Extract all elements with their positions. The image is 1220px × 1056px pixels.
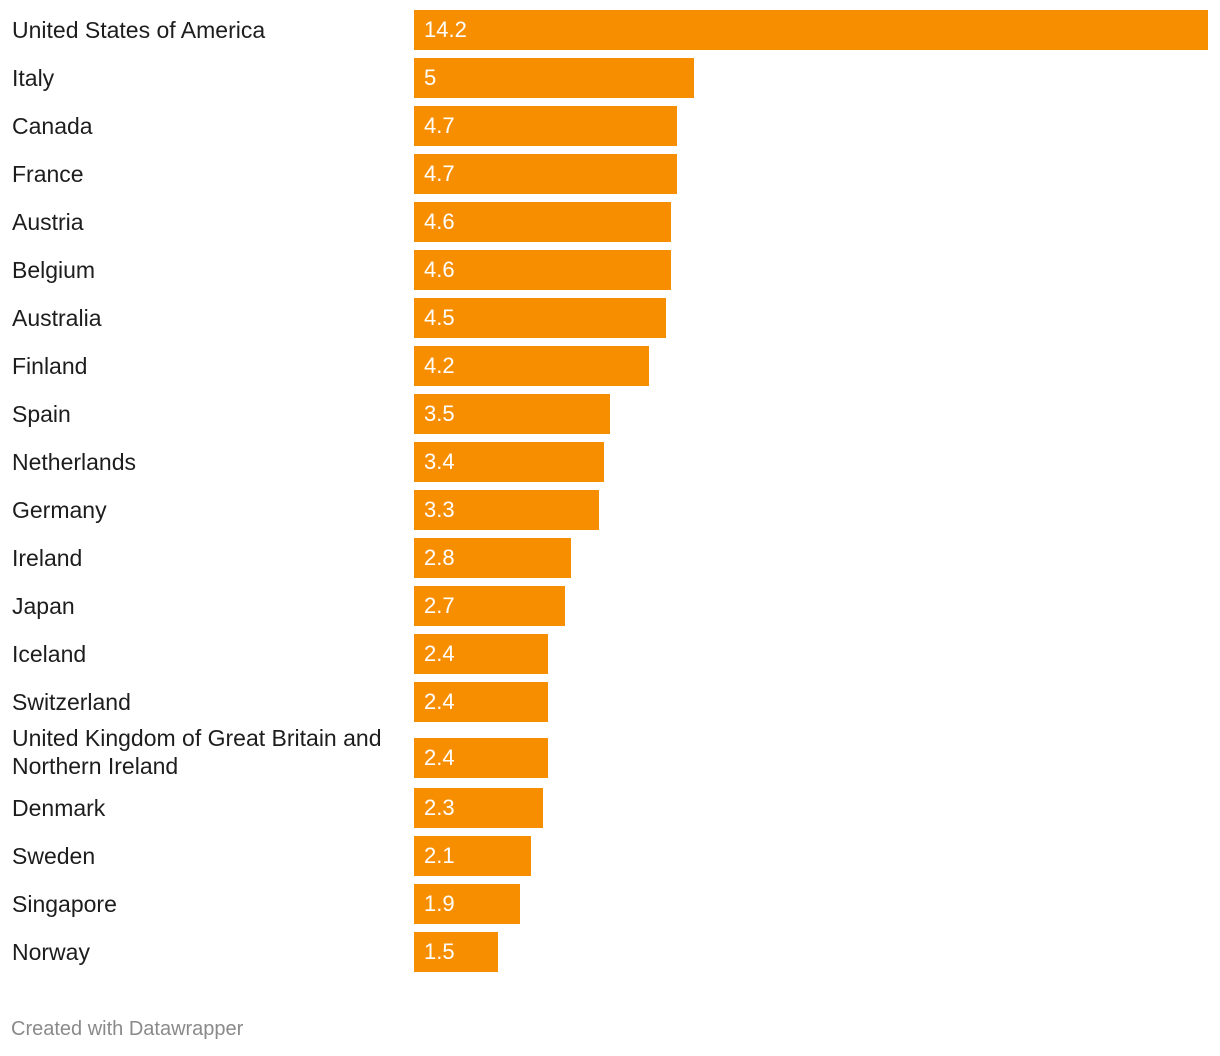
bar [414,682,549,722]
category-label: Austria [12,209,84,235]
bar-value-label: 4.2 [424,353,455,378]
credit-footer: Created with Datawrapper [11,1018,244,1040]
category-label: Finland [12,353,88,379]
bar [414,836,532,876]
category-label: Spain [12,401,71,427]
category-label: Sweden [12,843,96,869]
bar-value-label: 2.7 [424,593,455,618]
bar [414,250,672,290]
bar [414,586,565,626]
bar-value-label: 1.9 [424,891,455,916]
category-label: United Kingdom of Great Britain and Nort… [12,725,382,779]
category-label: Switzerland [12,689,131,715]
bar-chart: United States of America 14.2 Italy 5 Canada… [12,10,1208,972]
bar [414,932,498,972]
category-label: France [12,161,84,187]
category-label: Japan [12,593,75,619]
bar-value-label: 3.5 [424,401,455,426]
category-label: Denmark [12,795,106,821]
bar [414,298,666,338]
bar-value-label: 4.7 [424,161,455,186]
bar [414,442,605,482]
bar-value-label: 2.8 [424,545,455,570]
category-label: Iceland [12,641,87,667]
bar [414,884,521,924]
bar-value-label: 1.5 [424,939,455,964]
bar [414,394,610,434]
category-label: Italy [12,65,55,91]
category-label: Germany [12,497,107,523]
category-label: Netherlands [12,449,137,475]
category-label: Australia [12,305,102,331]
bar-value-label: 4.6 [424,209,455,234]
bar-value-label: 4.7 [424,113,455,138]
bar-value-label: 4.5 [424,305,455,330]
bar [414,154,677,194]
bar [414,106,677,146]
category-label: Belgium [12,257,96,283]
bar [414,346,649,386]
bar-value-label: 2.4 [424,689,455,714]
bar [414,490,599,530]
bar [414,10,1208,50]
bar-value-label: 2.3 [424,795,455,820]
category-label: Norway [12,939,90,965]
category-label: United States of America [12,17,266,43]
category-label: Canada [12,113,93,139]
bar [414,58,694,98]
bar-value-label: 5 [424,65,437,90]
bar [414,634,549,674]
category-label: Singapore [12,891,117,917]
bar [414,788,543,828]
bar [414,202,672,242]
bar-value-label: 3.4 [424,449,455,474]
bar [414,738,549,778]
bar-value-label: 2.4 [424,641,455,666]
bar [414,538,571,578]
bar-value-label: 3.3 [424,497,455,522]
category-label: Ireland [12,545,83,571]
bar-value-label: 2.1 [424,843,455,868]
bar-value-label: 4.6 [424,257,455,282]
bar-value-label: 2.4 [424,745,455,770]
bar-value-label: 14.2 [424,17,467,42]
